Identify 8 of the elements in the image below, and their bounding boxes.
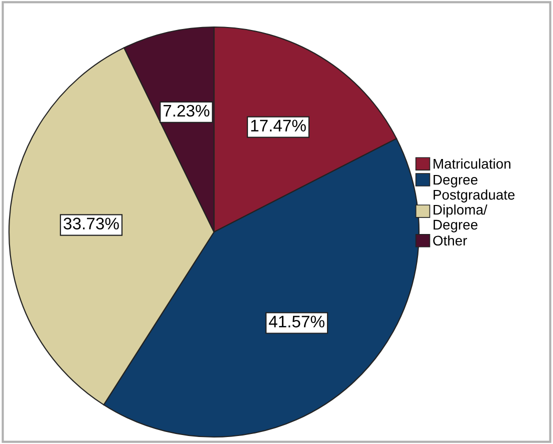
legend-label: Postgraduate Diploma/ Degree [434,189,515,232]
data-label: 41.57% [268,316,324,328]
legend-label: Degree [434,174,478,188]
legend-label: Matriculation [434,158,510,169]
legend-label: Other [433,235,468,246]
data-label: 7.23% [164,104,210,117]
data-label: 33.73% [64,218,119,230]
data-label: 17.47% [251,120,306,132]
